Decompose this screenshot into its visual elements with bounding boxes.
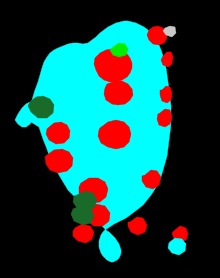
Polygon shape [104,81,133,105]
Polygon shape [142,170,161,189]
Polygon shape [28,96,54,118]
Polygon shape [15,102,35,127]
Polygon shape [147,26,167,45]
Polygon shape [73,224,94,243]
Polygon shape [172,226,188,242]
Polygon shape [45,149,73,173]
Polygon shape [25,21,171,262]
Polygon shape [71,206,94,225]
Polygon shape [128,217,147,235]
Polygon shape [46,122,70,144]
Polygon shape [161,52,173,67]
Polygon shape [160,86,172,103]
Polygon shape [163,26,176,37]
Polygon shape [168,238,186,255]
Polygon shape [98,120,131,149]
Polygon shape [84,204,110,226]
Polygon shape [157,109,172,127]
Polygon shape [79,178,108,203]
Polygon shape [110,43,128,57]
Polygon shape [94,49,132,82]
Polygon shape [73,191,97,211]
